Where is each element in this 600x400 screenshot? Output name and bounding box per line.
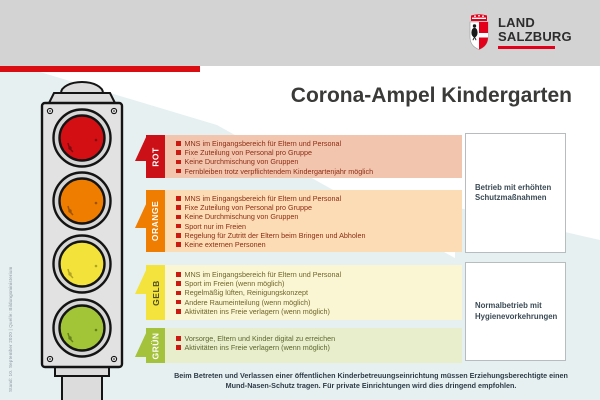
tab-label: GELB: [150, 279, 161, 306]
item-text: Regelung für Zutritt der Eltern beim Bri…: [184, 230, 366, 240]
bullet-icon: [176, 196, 181, 201]
item-text: Fernbleiben trotz verpflichtendem Kinder…: [184, 166, 374, 176]
bullet-icon: [176, 223, 181, 229]
bullet-icon: [176, 299, 181, 305]
bullet-icon: [176, 233, 181, 238]
logo-underline: [498, 45, 555, 49]
list-item: Sport im Freien (wenn möglich): [176, 279, 462, 288]
footer-line2: Mund-Nasen-Schutz tragen. Für private Ei…: [225, 381, 517, 390]
land-salzburg-crest-icon: [469, 14, 489, 50]
list-item: Regelmäßig lüften, Reinigungskonzept: [176, 288, 462, 297]
item-text: Keine externen Personen: [184, 240, 266, 250]
bullet-icon: [176, 290, 181, 296]
level-tab-rot: ROT: [135, 135, 165, 178]
bullet-icon: [176, 281, 181, 286]
list-item: Andere Raumeinteilung (wenn möglich): [176, 298, 462, 307]
page-title: Corona-Ampel Kindergarten: [290, 84, 572, 107]
footer-line1: Beim Betreten und Verlassen einer öffent…: [174, 371, 568, 380]
red-light: [52, 108, 112, 168]
list-item: MNS im Eingangsbereich für Eltern und Pe…: [176, 194, 462, 203]
level-section-rot: ROT MNS im Eingangsbereich für Eltern un…: [135, 135, 462, 178]
item-text: Fixe Zuteilung von Personal pro Gruppe: [184, 203, 312, 213]
item-text: Sport nur im Freien: [184, 221, 247, 231]
item-text: Keine Durchmischung von Gruppen: [184, 157, 299, 167]
bullet-icon: [176, 159, 181, 165]
bullet-icon: [176, 168, 181, 174]
status-text: Schutzmaßnahmen: [475, 193, 547, 202]
level-section-gruen: GRÜN Vorsorge, Eltern und Kinder digital…: [135, 328, 462, 363]
item-text: MNS im Eingangsbereich für Eltern und Pe…: [184, 270, 342, 279]
list-item: Fixe Zuteilung von Personal pro Gruppe: [176, 148, 462, 157]
item-text: Sport im Freien (wenn möglich): [184, 279, 285, 289]
logo-line1: LAND: [498, 15, 535, 30]
list-item: MNS im Eingangsbereich für Eltern und Pe…: [176, 139, 462, 148]
level-tab-orange: ORANGE: [135, 190, 165, 252]
credit-vertical-text: Stand: 10. September 2020 | Quelle: Bild…: [8, 266, 13, 392]
list-item: Fixe Zuteilung von Personal pro Gruppe: [176, 203, 462, 212]
item-text: Fixe Zuteilung von Personal pro Gruppe: [184, 148, 312, 158]
list-item: MNS im Eingangsbereich für Eltern und Pe…: [176, 270, 462, 279]
status-text: Normalbetrieb mit: [475, 301, 542, 310]
bullet-icon: [176, 214, 181, 220]
list-item: Keine Durchmischung von Gruppen: [176, 157, 462, 166]
red-accent-bar: [0, 66, 200, 72]
status-text: Betrieb mit erhöhten: [475, 182, 552, 192]
orange-light: [52, 171, 112, 231]
level-strip-orange: MNS im Eingangsbereich für Eltern und Pe…: [165, 190, 462, 252]
list-item: Fernbleiben trotz verpflichtendem Kinder…: [176, 167, 462, 176]
tab-label: ORANGE: [150, 200, 161, 242]
logo-wordmark: LAND SALZBURG: [498, 16, 572, 51]
screw-icons: [46, 107, 118, 363]
item-text: Regelmäßig lüften, Reinigungskonzept: [184, 288, 308, 298]
green-light: [52, 298, 112, 358]
item-text: MNS im Eingangsbereich für Eltern und Pe…: [184, 194, 342, 203]
status-box-protective-operation: Betrieb mit erhöhten Schutzmaßnahmen: [465, 133, 566, 253]
bullet-icon: [176, 205, 181, 210]
level-strip-gruen: Vorsorge, Eltern und Kinder digital zu e…: [165, 328, 462, 363]
item-text: MNS im Eingangsbereich für Eltern und Pe…: [184, 139, 342, 148]
list-item: Aktivitäten ins Freie verlagern (wenn mö…: [176, 343, 462, 352]
list-item: Aktivitäten ins Freie verlagern (wenn mö…: [176, 307, 462, 316]
level-section-orange: ORANGE MNS im Eingangsbereich für Eltern…: [135, 190, 462, 252]
land-salzburg-logo: LAND SALZBURG: [466, 14, 572, 51]
item-text: Vorsorge, Eltern und Kinder digital zu e…: [184, 334, 336, 343]
bullet-icon: [176, 242, 181, 247]
status-box-normal-operation: Normalbetrieb mit Hygienevorkehrungen: [465, 262, 566, 361]
tab-label: GRÜN: [150, 331, 161, 360]
bullet-icon: [176, 345, 181, 350]
logo-line2: SALZBURG: [498, 28, 572, 44]
bullet-icon: [176, 141, 181, 146]
footer-note: Beim Betreten und Verlassen einer öffent…: [146, 371, 596, 391]
bullet-icon: [176, 309, 181, 314]
list-item: Sport nur im Freien: [176, 222, 462, 231]
level-tab-gelb: GELB: [135, 265, 165, 320]
item-text: Aktivitäten ins Freie verlagern (wenn mö…: [184, 306, 330, 316]
bullet-icon: [176, 272, 181, 277]
level-strip-gelb: MNS im Eingangsbereich für Eltern und Pe…: [165, 265, 462, 320]
level-tab-gruen: GRÜN: [135, 328, 165, 363]
list-item: Keine Durchmischung von Gruppen: [176, 212, 462, 221]
level-section-gelb: GELB MNS im Eingangsbereich für Eltern u…: [135, 265, 462, 320]
item-text: Keine Durchmischung von Gruppen: [184, 212, 299, 222]
list-item: Keine externen Personen: [176, 240, 462, 249]
item-text: Aktivitäten ins Freie verlagern (wenn mö…: [184, 343, 330, 353]
bullet-icon: [176, 150, 181, 155]
header-band: LAND SALZBURG: [0, 0, 600, 66]
yellow-light: [52, 234, 112, 294]
list-item: Vorsorge, Eltern und Kinder digital zu e…: [176, 334, 462, 343]
bullet-icon: [176, 336, 181, 341]
list-item: Regelung für Zutritt der Eltern beim Bri…: [176, 231, 462, 240]
traffic-light-illustration: [40, 81, 124, 400]
level-strip-rot: MNS im Eingangsbereich für Eltern und Pe…: [165, 135, 462, 178]
item-text: Andere Raumeinteilung (wenn möglich): [184, 297, 311, 307]
status-text: Hygienevorkehrungen: [475, 311, 558, 321]
tab-label: ROT: [150, 146, 161, 167]
